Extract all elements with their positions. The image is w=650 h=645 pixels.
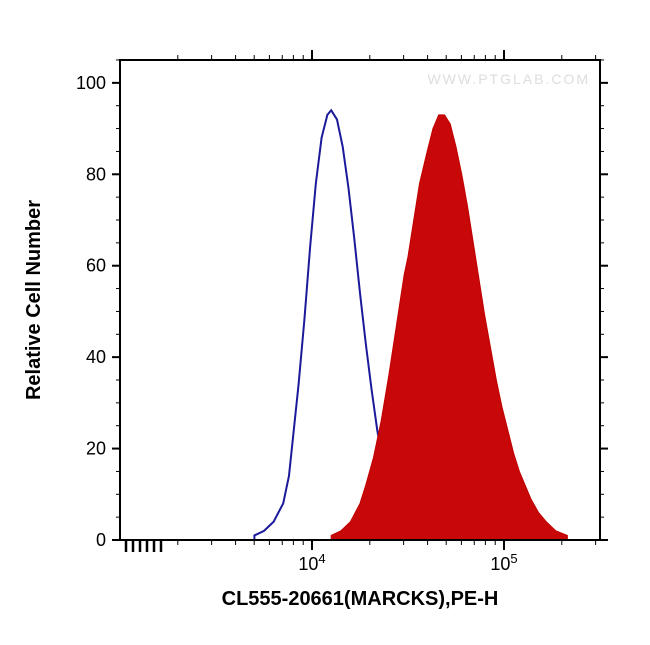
svg-text:80: 80 — [86, 164, 106, 184]
svg-text:0: 0 — [96, 530, 106, 550]
svg-text:104: 104 — [298, 551, 325, 575]
svg-text:60: 60 — [86, 256, 106, 276]
x-axis-label: CL555-20661(MARCKS),PE-H — [222, 588, 499, 610]
svg-text:100: 100 — [76, 73, 106, 93]
flow-cytometry-chart: WWW.PTGLAB.COM 0 20 40 60 80 100 104 105 Relati… — [0, 0, 650, 645]
svg-text:40: 40 — [86, 347, 106, 367]
chart-container: WWW.PTGLAB.COM 0 20 40 60 80 100 104 105 Relati… — [0, 0, 650, 645]
negative-decade-hash — [126, 540, 161, 552]
svg-text:105: 105 — [490, 551, 517, 575]
y-axis-label: Relative Cell Number — [23, 200, 45, 400]
watermark-text: WWW.PTGLAB.COM — [427, 71, 590, 87]
svg-text:20: 20 — [86, 439, 106, 459]
